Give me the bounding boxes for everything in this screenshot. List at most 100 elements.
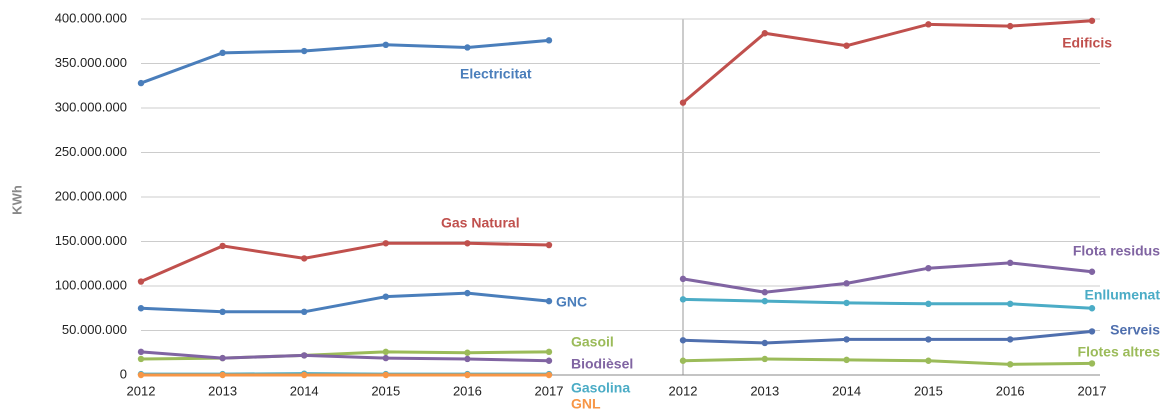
series-label: GNL [571, 396, 601, 412]
data-point [679, 337, 687, 344]
x-tick-label: 2013 [208, 383, 237, 398]
y-tick-label: 300.000.000 [55, 99, 127, 114]
data-point [301, 255, 308, 262]
data-point [382, 41, 389, 49]
data-point [1007, 361, 1014, 368]
x-tick-label: 2017 [1078, 383, 1107, 398]
series-label: Edificis [1062, 35, 1112, 51]
data-point [137, 355, 145, 363]
data-point [545, 357, 553, 364]
series-line [682, 19, 1093, 104]
data-point [843, 280, 850, 287]
y-tick-label: 400.000.000 [55, 10, 127, 25]
data-point [925, 357, 932, 364]
data-point [301, 352, 308, 359]
series-label: Flotes altres [1078, 344, 1161, 360]
y-tick-label: 50.000.000 [62, 322, 127, 337]
series-line [682, 357, 1093, 366]
data-point [843, 42, 850, 49]
data-point [301, 47, 308, 55]
data-point [1088, 305, 1096, 312]
data-point [925, 21, 932, 28]
data-point [382, 371, 389, 379]
data-point [545, 297, 553, 305]
data-point [219, 371, 226, 379]
data-point [301, 371, 308, 379]
data-point [843, 299, 850, 307]
data-point [761, 30, 768, 37]
series-line [682, 297, 1093, 310]
x-tick-label: 2016 [996, 383, 1025, 398]
series-label: Serveis [1110, 322, 1160, 338]
data-point [219, 242, 226, 250]
data-point [219, 49, 226, 57]
data-point [137, 371, 145, 379]
data-point [1088, 17, 1096, 24]
data-point [137, 79, 145, 87]
data-point [761, 355, 768, 363]
data-point [1088, 268, 1096, 275]
data-point [464, 44, 471, 51]
data-point [761, 339, 768, 347]
data-point [545, 37, 553, 44]
x-tick-label: 2017 [535, 383, 564, 398]
data-point [925, 300, 932, 307]
y-tick-label: 150.000.000 [55, 233, 127, 248]
data-point [1007, 300, 1014, 307]
data-point [843, 336, 850, 343]
series-label: Gas Natural [441, 215, 520, 231]
series-line [140, 350, 550, 363]
series-line [140, 291, 550, 314]
data-point [219, 354, 226, 362]
series-label: Electricitat [460, 66, 532, 82]
x-tick-label: 2016 [453, 383, 482, 398]
data-point [761, 297, 768, 305]
data-point [679, 99, 687, 106]
data-point [137, 305, 145, 312]
data-point [382, 240, 389, 247]
data-point [137, 348, 145, 356]
x-tick-label: 2015 [914, 383, 943, 398]
data-point [382, 354, 389, 362]
data-point [1088, 328, 1096, 335]
series-line [140, 241, 550, 283]
series-line [682, 329, 1093, 345]
data-point [679, 275, 687, 283]
x-tick-label: 2013 [750, 383, 779, 398]
data-point [545, 348, 553, 356]
data-point [464, 349, 471, 356]
data-point [219, 308, 226, 316]
data-point [843, 356, 850, 364]
data-point [925, 265, 932, 272]
data-point [137, 278, 145, 285]
data-point [1088, 360, 1096, 367]
series-label: Gasoil [571, 334, 614, 350]
data-point [545, 371, 553, 379]
data-point [301, 308, 308, 316]
y-tick-label: 250.000.000 [55, 144, 127, 159]
data-point [464, 355, 471, 363]
data-point [464, 289, 471, 297]
x-tick-label: 2014 [832, 383, 861, 398]
series-label: Biodièsel [571, 356, 633, 372]
data-point [761, 289, 768, 296]
series-line [682, 261, 1093, 294]
data-point [1007, 259, 1014, 267]
series-label: Enllumenat [1085, 287, 1161, 303]
y-axis-label: KWh [9, 185, 24, 215]
data-point [464, 371, 471, 379]
data-point [679, 296, 687, 303]
series-label: GNC [556, 294, 587, 310]
data-point [1007, 336, 1014, 343]
x-tick-label: 2012 [669, 383, 698, 398]
x-tick-label: 2015 [371, 383, 400, 398]
data-point [925, 336, 932, 343]
y-tick-label: 0 [120, 366, 127, 381]
series-label: Gasolina [571, 380, 630, 396]
y-tick-label: 200.000.000 [55, 188, 127, 203]
x-tick-label: 2014 [290, 383, 319, 398]
data-point [679, 357, 687, 364]
series-line [140, 38, 550, 85]
series-label: Flota residus [1073, 243, 1160, 259]
